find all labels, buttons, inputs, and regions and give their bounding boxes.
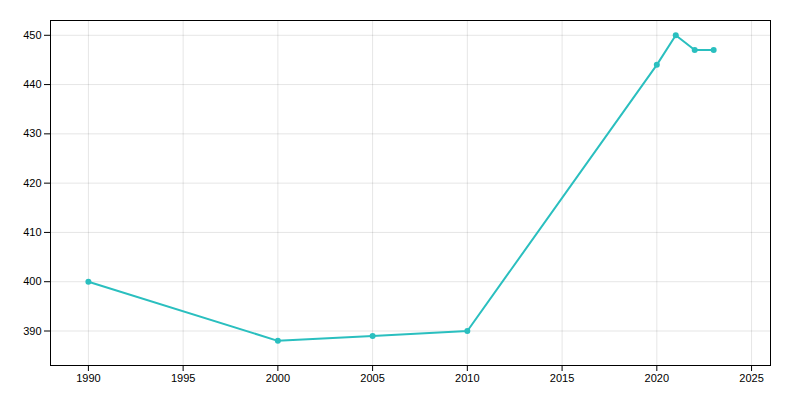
svg-text:400: 400 — [23, 275, 41, 287]
svg-text:430: 430 — [23, 127, 41, 139]
svg-text:410: 410 — [23, 226, 41, 238]
svg-text:450: 450 — [23, 29, 41, 41]
svg-text:2010: 2010 — [455, 372, 479, 384]
svg-text:2020: 2020 — [645, 372, 669, 384]
svg-text:1995: 1995 — [171, 372, 195, 384]
svg-text:2000: 2000 — [266, 372, 290, 384]
svg-text:420: 420 — [23, 177, 41, 189]
svg-text:2015: 2015 — [550, 372, 574, 384]
svg-text:390: 390 — [23, 325, 41, 337]
svg-text:440: 440 — [23, 78, 41, 90]
svg-text:2025: 2025 — [739, 372, 763, 384]
svg-text:2005: 2005 — [360, 372, 384, 384]
svg-text:1990: 1990 — [76, 372, 100, 384]
